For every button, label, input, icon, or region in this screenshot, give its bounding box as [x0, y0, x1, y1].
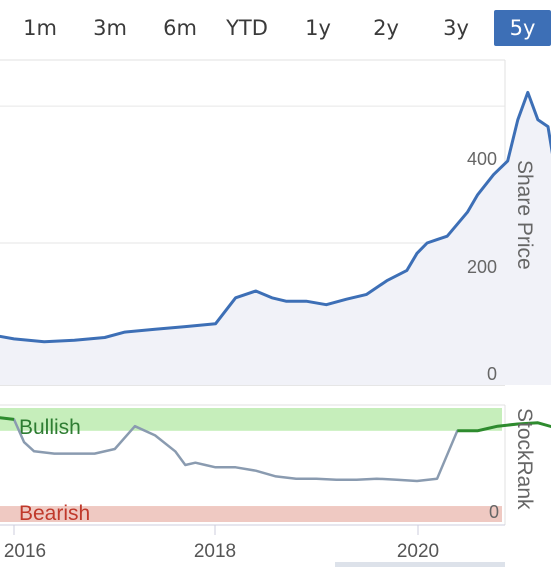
price-tick-label: 200: [467, 257, 497, 277]
range-button-6m[interactable]: 6m: [163, 16, 197, 40]
range-button-1y[interactable]: 1y: [305, 16, 331, 40]
bullish-band-label: Bullish: [19, 416, 81, 439]
rank-axis-title: StockRank: [513, 408, 536, 510]
bearish-band-label: Bearish: [19, 502, 90, 525]
price-tick-label: 400: [467, 149, 497, 169]
price-series-line: [0, 90, 551, 344]
x-tick-label: 2020: [397, 541, 439, 562]
price-panel: 0 200 400 Share Price: [0, 59, 551, 386]
price-area: [0, 92, 551, 385]
range-button-ytd[interactable]: YTD: [226, 16, 268, 40]
stockrank-bullish-segment: [0, 416, 551, 433]
rank-tick-label: 0: [489, 502, 499, 522]
x-tick-label: 2018: [194, 541, 236, 562]
range-button-2y[interactable]: 2y: [373, 16, 399, 40]
bearish-band: [0, 506, 502, 522]
x-axis: 2016 2018 2020: [0, 524, 505, 562]
price-tick-label: 0: [487, 364, 497, 384]
bullish-band: [0, 408, 502, 431]
range-button-3m[interactable]: 3m: [93, 16, 127, 40]
range-button-5y[interactable]: 5y: [494, 10, 551, 46]
range-button-3y[interactable]: 3y: [443, 16, 469, 40]
stockrank-panel: Bullish Bearish 0 StockRank: [0, 404, 551, 525]
range-button-1m[interactable]: 1m: [23, 16, 57, 40]
navigator-scrollbar[interactable]: [335, 562, 505, 567]
price-axis-title: Share Price: [513, 160, 536, 270]
x-tick-label: 2016: [4, 541, 46, 562]
range-selector: 1m 3m 6m YTD 1y 2y 3y 5y: [0, 0, 551, 56]
